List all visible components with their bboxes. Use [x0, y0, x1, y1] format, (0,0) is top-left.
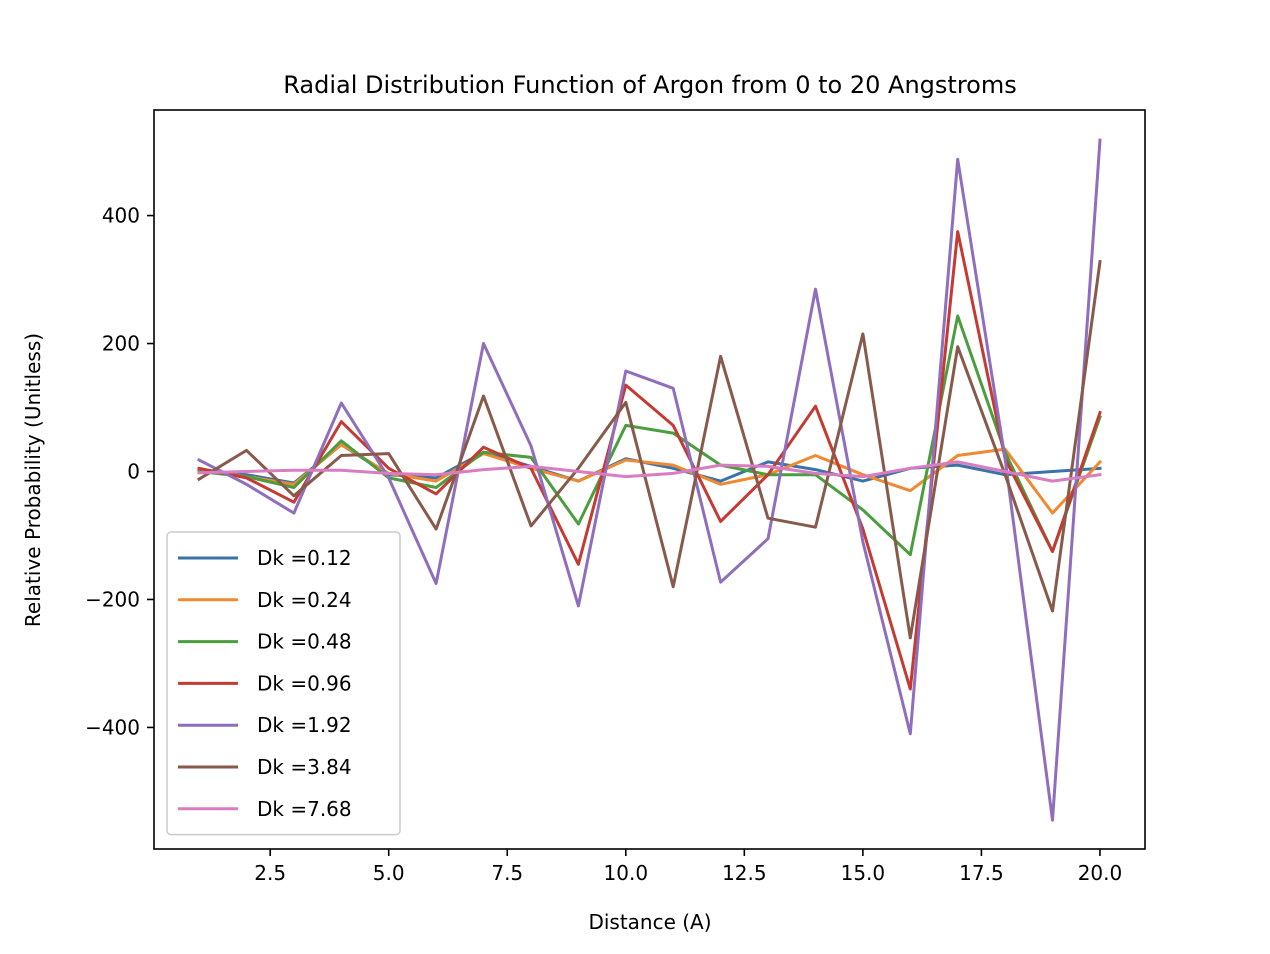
series-line-7	[197, 460, 1102, 483]
x-tick-label: 20.0	[1078, 861, 1123, 885]
series-line-2	[197, 443, 1103, 515]
legend-label: Dk =7.68	[257, 797, 352, 821]
legend: Dk =0.12 Dk =0.24 Dk =0.48 Dk =0.96 Dk =1.92…	[166, 531, 401, 836]
y-tick-label: −200	[85, 587, 140, 611]
x-tick-label: 2.5	[254, 861, 286, 885]
y-tick-label: 400	[102, 204, 140, 228]
series-line-6	[196, 259, 1102, 640]
legend-label: Dk =0.24	[257, 588, 352, 612]
x-tick-label: 12.5	[722, 861, 767, 885]
legend-label: Dk =1.92	[257, 713, 352, 737]
x-tick-label: 10.0	[604, 861, 649, 885]
legend-label: Dk =0.96	[257, 671, 352, 695]
x-tick-label: 7.5	[491, 861, 523, 885]
x-tick-label: 17.5	[959, 861, 1004, 885]
series-line-3	[197, 314, 1102, 557]
y-tick-label: 200	[102, 332, 140, 356]
y-tick-label: 0	[127, 460, 140, 484]
y-axis: −400 −200 0 200 400	[85, 204, 154, 739]
y-axis-title: Relative Probability (Unitless)	[21, 333, 45, 627]
axes-frame	[153, 109, 1146, 850]
legend-label: Dk =0.48	[257, 630, 352, 654]
legend-label: Dk =3.84	[257, 755, 352, 779]
y-tick-label: −400	[85, 715, 140, 739]
x-axis: 2.5 5.0 7.5 10.0 12.5 15.0 17.5 20.0	[254, 849, 1122, 885]
legend-label: Dk =0.12	[257, 546, 352, 570]
legend-box	[166, 531, 401, 836]
x-axis-title: Distance (A)	[588, 910, 711, 934]
series-line-5	[196, 138, 1102, 822]
series-line-4	[197, 230, 1102, 691]
x-tick-label: 15.0	[841, 861, 886, 885]
plot-area	[196, 138, 1103, 822]
chart-title: Radial Distribution Function of Argon fr…	[283, 71, 1016, 99]
x-tick-label: 5.0	[373, 861, 405, 885]
